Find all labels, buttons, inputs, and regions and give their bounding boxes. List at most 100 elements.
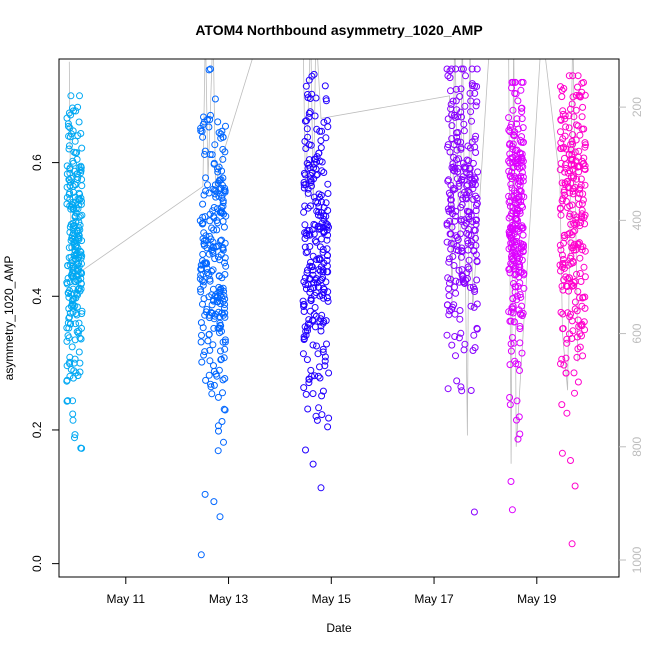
data-point [309, 341, 317, 349]
data-point [219, 145, 227, 153]
data-point [579, 103, 587, 111]
data-point [464, 142, 472, 150]
data-point [69, 374, 77, 382]
data-point [472, 217, 480, 224]
data-point [312, 238, 320, 246]
data-point [459, 65, 467, 73]
data-point [315, 404, 323, 412]
data-point [67, 92, 75, 100]
data-point [78, 310, 86, 318]
data-point [472, 207, 480, 215]
data-point [313, 207, 321, 215]
data-point [506, 197, 514, 205]
data-point [508, 253, 515, 260]
data-point [472, 149, 480, 156]
series-2 [299, 70, 333, 492]
data-point [302, 82, 310, 90]
data-point [209, 238, 217, 246]
data-point [471, 143, 479, 151]
data-point [559, 255, 567, 263]
data-point [467, 108, 475, 116]
data-point [73, 290, 81, 298]
data-point [217, 356, 225, 364]
data-point [558, 197, 566, 205]
data-point [449, 97, 457, 105]
data-point [71, 431, 79, 439]
data-point [557, 308, 565, 316]
data-point [574, 122, 582, 130]
data-point [443, 301, 451, 309]
data-point [572, 136, 580, 144]
data-point [76, 247, 84, 255]
data-point [506, 141, 513, 149]
y2-tick-label-1: 400 [630, 210, 644, 230]
x-tick-label-4: May 19 [517, 592, 557, 606]
data-point [556, 166, 564, 174]
data-point [68, 243, 76, 251]
data-point [448, 341, 456, 349]
data-point [63, 114, 71, 122]
data-point [302, 446, 309, 454]
data-point [557, 360, 564, 368]
data-point [514, 97, 522, 105]
data-point [467, 302, 475, 310]
data-point [207, 380, 214, 388]
data-point [200, 351, 208, 359]
data-point [578, 88, 586, 96]
data-point [316, 225, 324, 233]
data-point [301, 202, 309, 210]
data-point [446, 230, 454, 238]
data-point [209, 285, 217, 293]
data-point [472, 132, 480, 140]
data-point [63, 200, 71, 208]
data-point [563, 283, 571, 290]
data-point [506, 172, 514, 180]
data-point [581, 220, 589, 228]
data-point [312, 94, 320, 102]
data-point [208, 267, 215, 275]
data-point [317, 144, 325, 152]
data-point [216, 313, 224, 321]
data-point [220, 292, 228, 299]
data-point [505, 192, 513, 200]
data-point [317, 484, 325, 492]
data-point [78, 144, 86, 152]
data-point [448, 205, 456, 213]
data-point [209, 341, 217, 349]
data-point [313, 256, 321, 263]
data-point [512, 270, 520, 278]
data-point [509, 223, 517, 231]
data-point [209, 247, 217, 255]
scatter-points-layer [63, 65, 589, 559]
data-point [561, 154, 568, 162]
data-point [208, 390, 216, 398]
data-point [556, 204, 564, 212]
x-tick-label-0: May 11 [107, 592, 146, 606]
data-point [446, 217, 454, 225]
data-point [518, 156, 526, 164]
data-point [210, 498, 218, 506]
data-point [558, 449, 566, 457]
x-axis-label: Date [326, 621, 352, 635]
data-point [73, 149, 81, 157]
data-point [507, 317, 515, 325]
data-point [565, 112, 573, 120]
data-point [316, 256, 324, 263]
data-point [304, 266, 311, 274]
data-point [468, 117, 475, 125]
data-point [557, 211, 565, 219]
data-point [578, 200, 586, 208]
data-point [300, 308, 308, 315]
data-point [313, 342, 320, 350]
data-point [519, 163, 527, 171]
data-point [453, 242, 461, 250]
data-point [307, 177, 315, 185]
data-point [324, 180, 332, 188]
data-point [221, 313, 229, 321]
data-point [444, 385, 452, 393]
data-point [216, 513, 224, 521]
data-point [216, 300, 224, 308]
data-point [558, 179, 566, 187]
data-point [578, 246, 586, 254]
data-point [509, 207, 517, 215]
